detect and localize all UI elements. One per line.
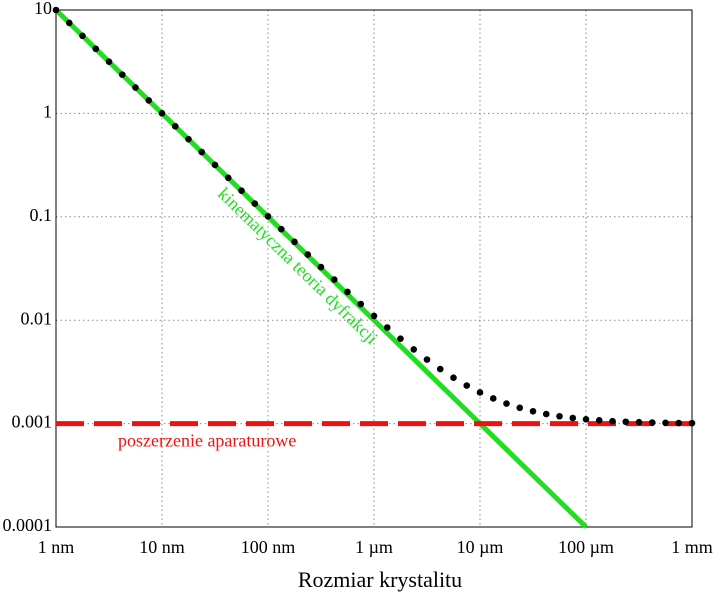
data-point — [105, 58, 113, 65]
data-point — [503, 400, 510, 407]
data-point — [595, 417, 603, 424]
x-tick-label: 100 nm — [241, 537, 296, 557]
data-point — [277, 225, 285, 233]
series-annotation: poszerzenie aparaturowe — [118, 431, 296, 451]
x-tick-label: 1 nm — [38, 537, 75, 557]
y-tick-label: 10 — [34, 0, 52, 18]
data-point — [688, 419, 696, 427]
data-point — [92, 45, 100, 53]
data-point — [410, 346, 418, 353]
data-point — [662, 419, 669, 427]
data-point — [675, 419, 683, 427]
data-point — [635, 418, 643, 426]
data-point — [145, 97, 153, 104]
series-annotation: kinematyczna teoria dyfrakcji — [214, 184, 382, 348]
data-point — [132, 84, 139, 91]
x-tick-label: 10 nm — [139, 537, 185, 557]
data-point — [357, 300, 365, 308]
data-point — [118, 71, 126, 78]
data-point — [211, 161, 219, 169]
plot-frame — [55, 9, 693, 528]
x-tick-label: 100 µm — [558, 537, 614, 557]
data-point — [171, 122, 179, 130]
x-tick-label: 10 µm — [457, 537, 504, 557]
data-point — [529, 407, 537, 415]
data-point — [436, 365, 444, 373]
y-tick-label: 0.0001 — [3, 515, 53, 535]
data-point — [423, 356, 431, 363]
data-point — [516, 404, 524, 412]
data-point — [569, 414, 577, 422]
x-tick-label: 1 mm — [671, 537, 713, 557]
data-point — [185, 135, 192, 143]
data-point — [463, 382, 471, 389]
data-point — [224, 174, 232, 182]
data-point — [476, 389, 484, 396]
data-point — [65, 19, 73, 27]
data-point — [609, 417, 616, 425]
data-point — [79, 32, 86, 40]
y-tick-label: 1 — [43, 102, 52, 122]
data-point — [251, 200, 259, 207]
x-tick-label: 1 µm — [355, 537, 393, 557]
y-tick-label: 0.01 — [21, 308, 53, 328]
data-point — [397, 335, 404, 343]
y-tick-label: 0.001 — [12, 412, 53, 432]
data-point — [542, 410, 550, 418]
data-point — [264, 213, 272, 220]
x-axis-label: Rozmiar krystalitu — [298, 567, 462, 592]
data-point — [383, 324, 391, 331]
data-point — [238, 187, 245, 195]
data-point — [52, 6, 60, 14]
y-tick-label: 0.1 — [30, 205, 53, 225]
data-point — [370, 312, 378, 320]
data-point — [330, 276, 338, 283]
data-point — [622, 418, 630, 426]
data-point — [198, 148, 206, 156]
data-point — [344, 288, 351, 296]
data-point — [582, 416, 590, 423]
data-point — [556, 412, 563, 420]
data-point — [158, 110, 166, 117]
data-point — [291, 238, 298, 246]
data-point — [450, 374, 457, 382]
data-point — [304, 251, 312, 258]
data-point — [648, 419, 656, 426]
data-point — [489, 395, 497, 402]
data-point — [317, 263, 325, 271]
